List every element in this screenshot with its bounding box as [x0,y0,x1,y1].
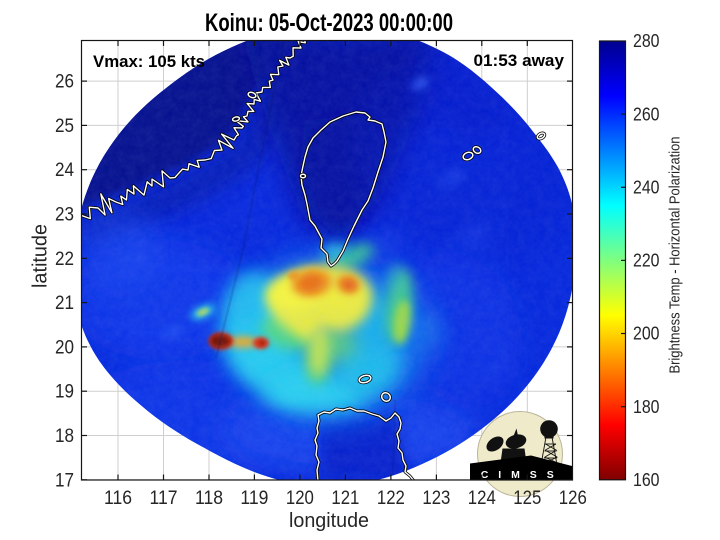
svg-text:23: 23 [55,205,74,226]
svg-text:01:53 away: 01:53 away [474,51,565,70]
svg-text:latitude: latitude [29,224,52,288]
svg-text:117: 117 [150,488,178,509]
svg-text:25: 25 [55,116,74,137]
svg-text:116: 116 [104,488,132,509]
svg-text:240: 240 [633,178,660,198]
svg-text:125: 125 [513,488,541,509]
svg-text:180: 180 [633,397,660,417]
svg-text:longitude: longitude [289,509,369,532]
svg-text:120: 120 [286,488,314,509]
svg-text:22: 22 [55,249,74,270]
svg-text:26: 26 [55,72,74,93]
svg-text:126: 126 [559,488,587,509]
svg-text:119: 119 [240,488,268,509]
svg-text:20: 20 [55,337,74,358]
svg-text:Brightness Temp - Horizontal P: Brightness Temp - Horizontal Polarizatio… [668,137,684,374]
svg-text:200: 200 [633,324,660,344]
svg-text:121: 121 [331,488,359,509]
svg-text:18: 18 [55,426,74,447]
svg-text:123: 123 [422,488,450,509]
svg-text:260: 260 [633,104,660,124]
svg-text:Vmax: 105 kts: Vmax: 105 kts [93,52,205,71]
svg-text:21: 21 [55,293,74,314]
svg-text:220: 220 [633,251,660,271]
svg-text:122: 122 [377,488,405,509]
svg-text:124: 124 [468,488,496,509]
svg-text:118: 118 [195,488,223,509]
svg-text:280: 280 [633,31,660,51]
svg-text:Koinu: 05-Oct-2023 00:00:00: Koinu: 05-Oct-2023 00:00:00 [205,9,453,37]
svg-text:17: 17 [55,470,74,491]
svg-text:160: 160 [633,470,660,490]
svg-text:19: 19 [55,382,74,403]
svg-text:C I M S S: C I M S S [481,469,557,481]
svg-text:24: 24 [55,160,74,181]
